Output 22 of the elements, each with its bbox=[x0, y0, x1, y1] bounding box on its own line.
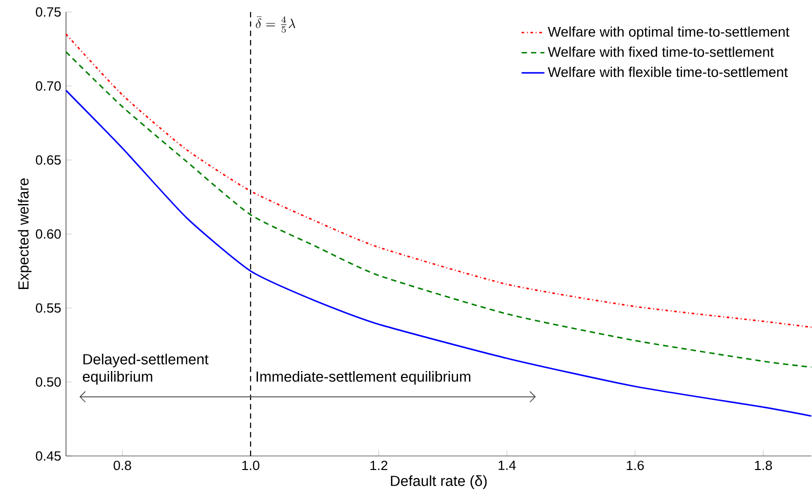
x-axis-title: Default rate (δ) bbox=[390, 475, 487, 490]
legend-label: Welfare with flexible time-to-settlement bbox=[548, 66, 788, 78]
y-tick-label: 0.75 bbox=[36, 7, 61, 17]
x-tick-label: 1.8 bbox=[755, 460, 772, 470]
x-tick-label: 1.6 bbox=[626, 460, 644, 470]
legend-label: Welfare with fixed time-to-settlement bbox=[548, 46, 774, 58]
y-tick-label: 0.45 bbox=[36, 451, 61, 461]
line-series bbox=[65, 90, 812, 417]
x-tick-label: 1.2 bbox=[370, 460, 388, 470]
y-axis-title: Expected welfare bbox=[18, 178, 32, 290]
ref-line-label: $\bar{\delta} = \frac{4}{5}\lambda$ bbox=[256, 16, 296, 33]
legend-label: Welfare with optimal time-to-settlement bbox=[548, 26, 790, 40]
x-tick-label: 1.0 bbox=[242, 460, 260, 470]
x-tick-label: 1.4 bbox=[498, 460, 516, 470]
annotation: Delayed-settlement equilibrium bbox=[82, 354, 208, 385]
y-tick-label: 0.55 bbox=[36, 303, 61, 313]
y-tick-label: 0.65 bbox=[36, 155, 61, 165]
x-tick-label: 0.8 bbox=[114, 460, 132, 470]
y-tick-label: 0.50 bbox=[36, 377, 61, 387]
annotation: Immediate-settlement equilibrium bbox=[256, 371, 470, 385]
y-tick-label: 0.70 bbox=[36, 81, 61, 91]
y-tick-label: 0.60 bbox=[36, 229, 61, 239]
